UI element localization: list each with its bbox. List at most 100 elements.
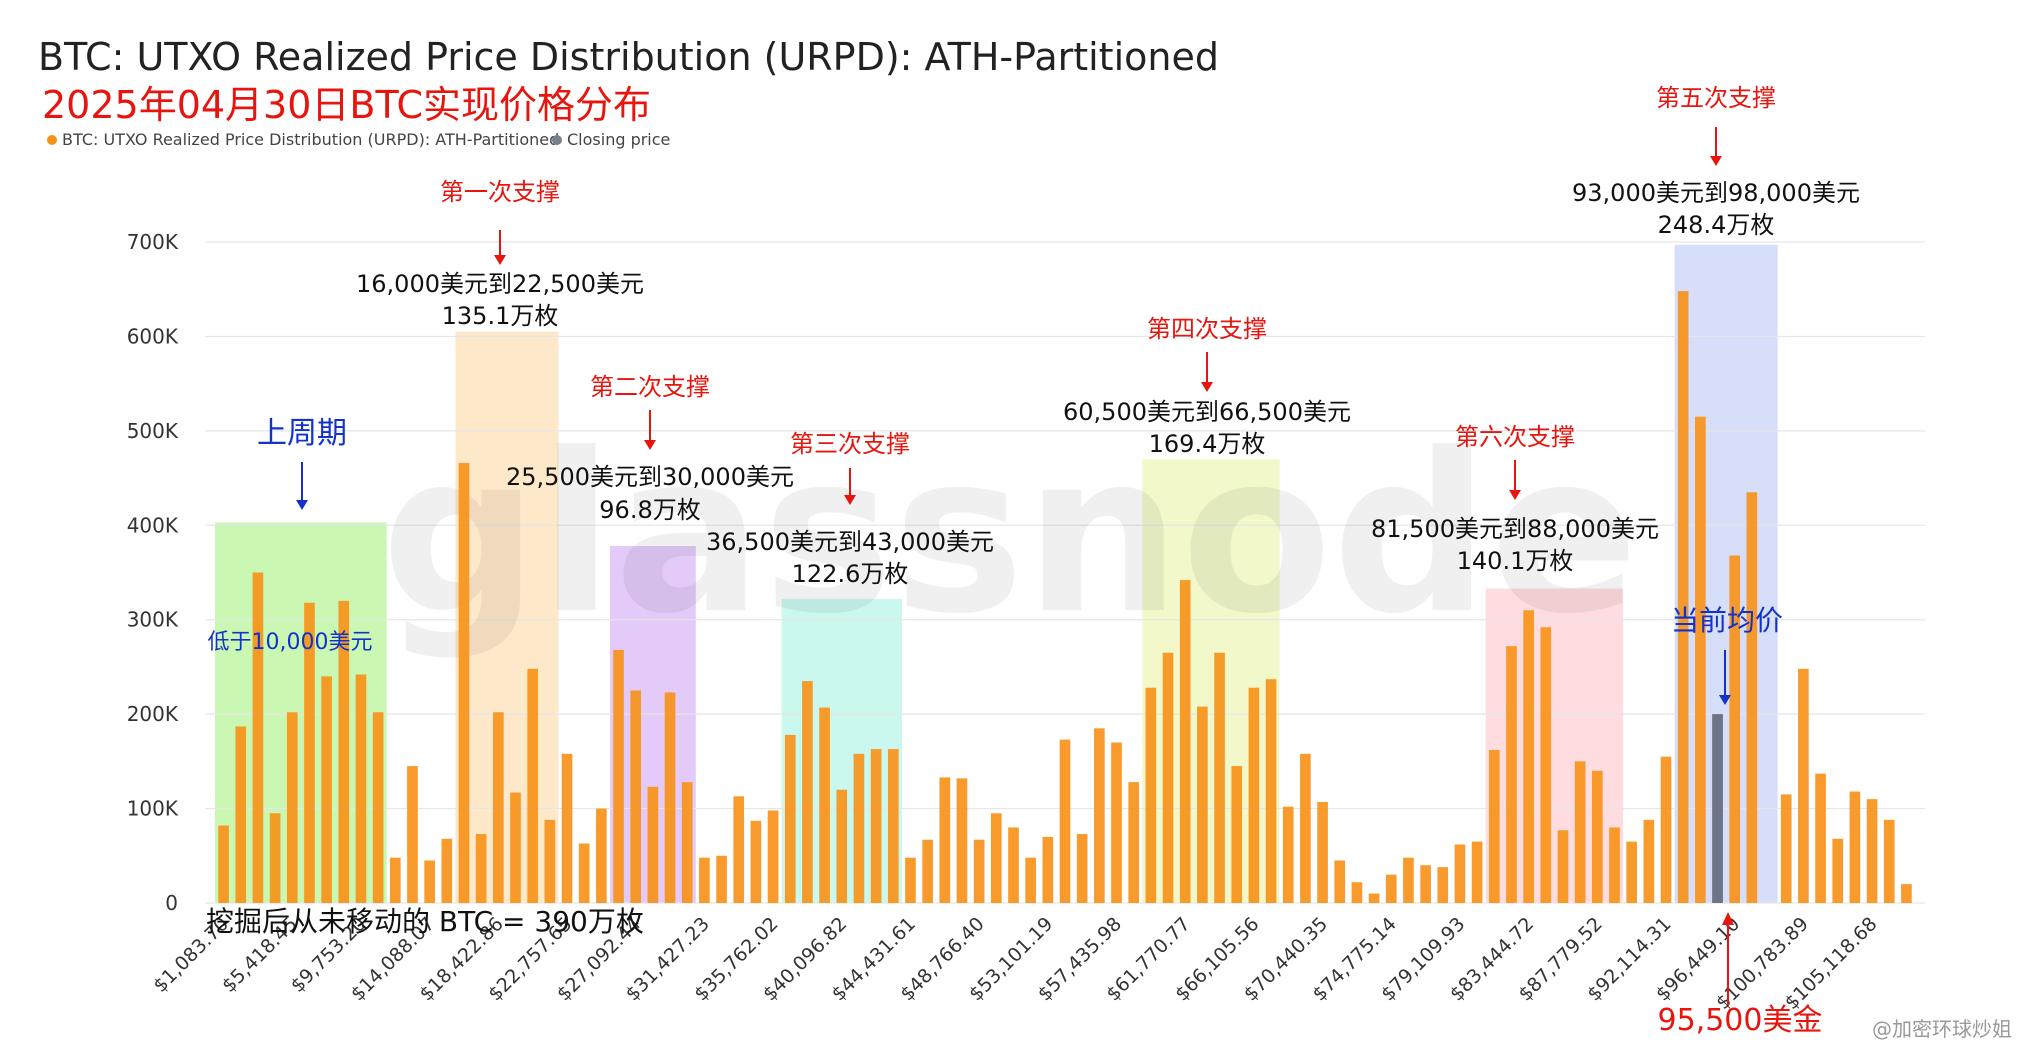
bar <box>1248 687 1260 903</box>
bar <box>1832 838 1844 903</box>
bar <box>1368 893 1380 903</box>
bar <box>1677 291 1689 903</box>
annotation-support3-title: 第三次支撑 <box>790 430 910 458</box>
bar <box>716 855 727 903</box>
bar <box>1145 687 1157 903</box>
bar <box>1746 492 1758 903</box>
annotation-support4-arrow-head <box>1201 382 1213 392</box>
bar <box>1162 652 1174 903</box>
annotation-support6-range: 81,500美元到88,000美元 <box>1371 515 1659 543</box>
bar <box>1094 728 1105 903</box>
y-tick-label: 700K <box>127 230 179 254</box>
bar <box>1815 773 1826 903</box>
bar <box>493 712 504 903</box>
bar <box>1609 827 1620 903</box>
bar <box>527 668 538 903</box>
annotation-support4-range: 60,500美元到66,500美元 <box>1063 398 1351 426</box>
annotation-support5-arrow-head <box>1710 156 1722 166</box>
bar <box>1574 761 1586 903</box>
bar <box>1265 679 1277 903</box>
y-tick-label: 0 <box>165 891 178 915</box>
bar <box>1231 766 1243 903</box>
bar <box>956 778 968 903</box>
annotation-support5-amount: 248.4万枚 <box>1658 211 1775 239</box>
bar <box>887 749 899 903</box>
annotation-current-price-title: 当前均价 <box>1671 604 1783 637</box>
bar <box>1506 646 1517 903</box>
y-tick-label: 100K <box>127 797 179 821</box>
bar <box>561 753 573 903</box>
bar <box>1592 770 1603 903</box>
bar <box>973 839 985 903</box>
bar <box>441 838 453 903</box>
annotation-support2-title: 第二次支撑 <box>590 373 710 401</box>
y-tick-label: 200K <box>127 702 179 726</box>
bar <box>1523 610 1534 903</box>
annotation-support6-amount: 140.1万枚 <box>1457 547 1574 575</box>
bar <box>1883 819 1895 903</box>
bar <box>1025 857 1036 903</box>
annotation-support1-arrow-head <box>494 255 506 265</box>
bar <box>1197 706 1208 903</box>
annotation-support3-range: 36,500美元到43,000美元 <box>706 528 994 556</box>
bar <box>458 462 470 903</box>
bar <box>664 692 676 903</box>
bar <box>870 749 882 903</box>
y-tick-label: 500K <box>127 419 179 443</box>
annotation-support5-range: 93,000美元到98,000美元 <box>1572 179 1860 207</box>
bar <box>1626 841 1637 903</box>
bar <box>407 766 418 903</box>
legend-closing-swatch <box>552 135 562 145</box>
bar <box>699 857 710 903</box>
bar <box>1403 857 1414 903</box>
legend-urpd-label: BTC: UTXO Realized Price Distribution (U… <box>62 130 559 149</box>
credit-label: @加密环球炒姐 <box>1872 1017 2012 1041</box>
bar <box>544 819 556 903</box>
bar <box>424 860 435 903</box>
current-price-up-arrow-head <box>1722 912 1734 925</box>
bar <box>784 734 796 903</box>
annotation-support3-amount: 122.6万枚 <box>792 560 909 588</box>
bar <box>1901 884 1912 903</box>
annotation-support2-arrow-head <box>644 440 656 450</box>
bar <box>1866 799 1878 903</box>
bar <box>1008 827 1019 903</box>
bar <box>269 813 281 903</box>
annotation-support6-title: 第六次支撑 <box>1455 423 1575 451</box>
y-axis-ticks: 0 100K 200K 300K 400K 500K 600K 700K <box>127 230 179 915</box>
annotation-support5-title: 第五次支撑 <box>1656 84 1776 112</box>
bar <box>1385 874 1397 903</box>
bar <box>1282 806 1294 903</box>
bar <box>819 707 830 903</box>
annotation-support1-range: 16,000美元到22,500美元 <box>356 270 644 298</box>
watermark: glassnode <box>381 406 1639 662</box>
legend: BTC: UTXO Realized Price Distribution (U… <box>47 130 670 149</box>
annotation-prev-cycle-range: 低于10,000美元 <box>208 630 373 655</box>
zone-support5 <box>1674 244 1778 903</box>
bar <box>836 789 848 903</box>
bar <box>475 834 487 903</box>
legend-urpd-swatch <box>47 135 57 145</box>
bar <box>1454 844 1466 903</box>
annotation-support3-arrow-head <box>844 495 856 505</box>
bar <box>1695 416 1706 903</box>
y-tick-label: 600K <box>127 324 179 348</box>
annotation-support4-title: 第四次支撑 <box>1147 315 1267 343</box>
bar <box>1300 753 1311 903</box>
annotation-support2-range: 25,500美元到30,000美元 <box>506 463 794 491</box>
annotation-support2-amount: 96.8万枚 <box>599 496 700 524</box>
bar <box>372 712 384 903</box>
bar <box>321 676 332 903</box>
bar <box>1729 555 1741 903</box>
bar <box>252 572 264 903</box>
bar <box>853 753 865 903</box>
bar <box>1317 801 1328 903</box>
bar <box>1437 867 1449 903</box>
bar <box>1557 830 1569 903</box>
annotation-support1-amount: 135.1万枚 <box>442 302 559 330</box>
bar <box>510 792 521 903</box>
bar <box>767 810 779 903</box>
bar <box>1111 742 1122 903</box>
